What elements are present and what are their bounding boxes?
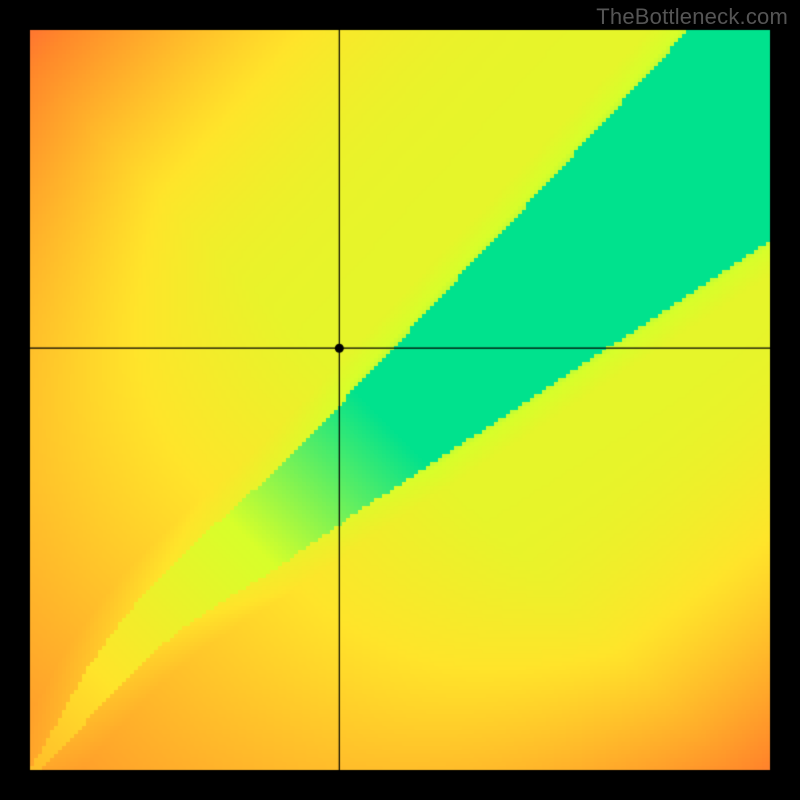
heatmap-canvas — [0, 0, 800, 800]
watermark: TheBottleneck.com — [596, 4, 788, 30]
